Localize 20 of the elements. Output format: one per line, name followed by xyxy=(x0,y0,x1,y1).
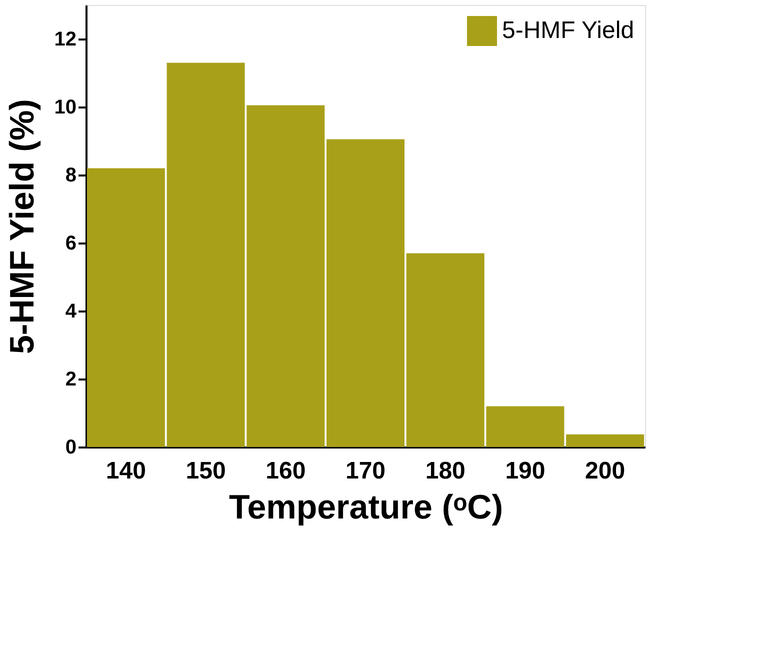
y-tick-label: 6 xyxy=(65,232,76,254)
y-axis-title: 5-HMF Yield (%) xyxy=(3,98,42,354)
x-tick-label: 140 xyxy=(106,458,146,484)
y-tick-label: 0 xyxy=(65,436,76,458)
y-tick-label: 12 xyxy=(54,28,76,50)
x-tick-label: 170 xyxy=(345,458,386,484)
y-tick-label: 2 xyxy=(65,368,76,390)
y-tick-label: 8 xyxy=(65,164,76,186)
y-tick-label: 4 xyxy=(65,300,78,322)
x-axis-title: Temperature (ᵒC) xyxy=(228,488,504,526)
legend-label: 5-HMF Yield xyxy=(502,17,634,44)
x-tick-label: 200 xyxy=(585,458,626,484)
bar xyxy=(326,139,404,447)
x-tick-label: 190 xyxy=(505,458,546,484)
bar xyxy=(566,434,644,447)
x-tick-label: 160 xyxy=(266,458,306,484)
bar xyxy=(86,168,165,447)
y-tick-label: 10 xyxy=(54,96,76,118)
x-tick-label: 180 xyxy=(425,458,466,484)
x-tick-label: 150 xyxy=(186,458,226,484)
